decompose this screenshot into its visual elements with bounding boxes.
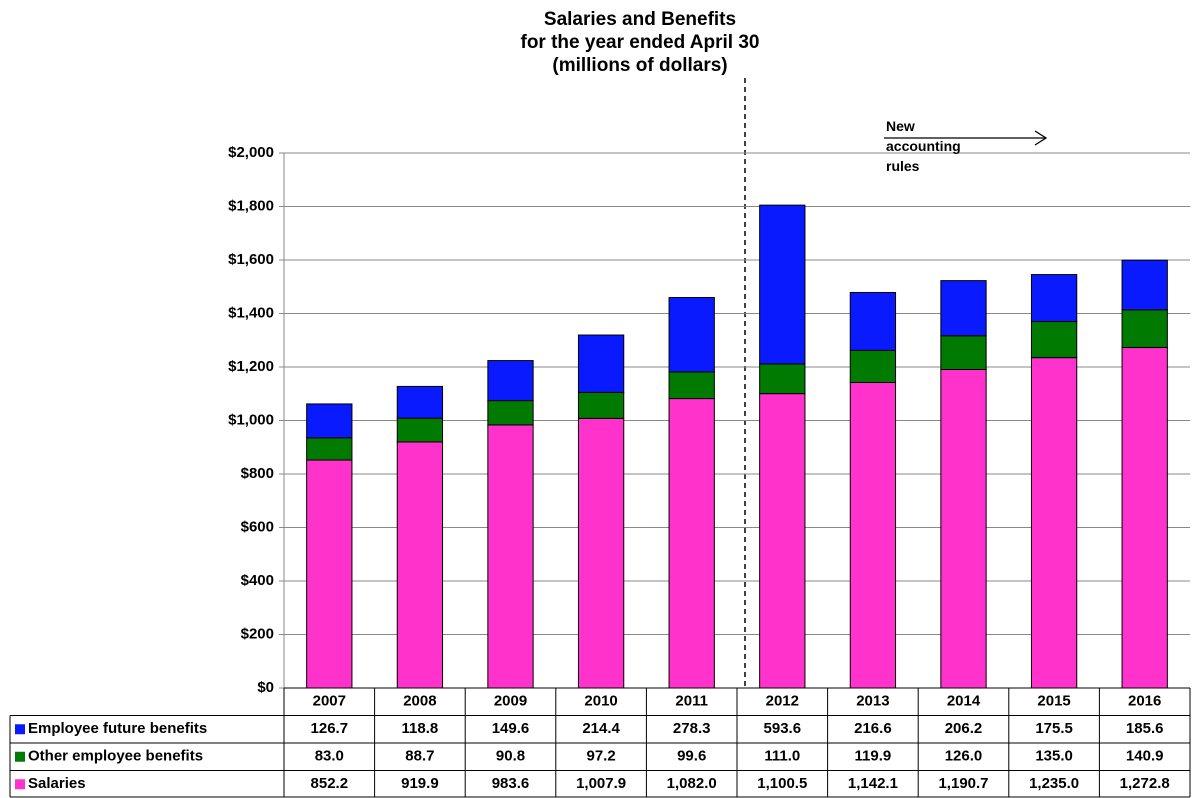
y-tick-label: $200 <box>241 625 274 642</box>
y-tick-label: $800 <box>241 465 274 482</box>
table-value: 90.8 <box>496 748 525 765</box>
chart-title: (millions of dollars) <box>552 55 727 76</box>
bar-segment <box>1030 321 1078 359</box>
bar-segment <box>759 363 806 395</box>
chart-title: Salaries and Benefits <box>544 9 736 30</box>
x-tick-label: 2013 <box>856 693 889 710</box>
legend-swatch <box>15 779 25 790</box>
bar-segment <box>487 424 534 689</box>
bar-segment <box>306 459 353 689</box>
legend-label: Salaries <box>28 775 86 792</box>
table-value: 1,190.7 <box>938 775 988 792</box>
chart-title: for the year ended April 30 <box>521 32 760 53</box>
y-tick-label: $2,000 <box>228 144 274 161</box>
bar-segment <box>940 335 987 370</box>
y-tick-label: $1,800 <box>228 197 274 214</box>
table-value: 119.9 <box>855 748 892 765</box>
table-value: 99.6 <box>677 748 706 765</box>
bar-segment <box>396 417 444 443</box>
bar-segment <box>577 417 625 689</box>
bar-segment <box>1121 259 1168 311</box>
annotation: New accounting rules <box>886 118 961 174</box>
table-value: 1,082.0 <box>667 775 717 792</box>
table-value: 214.4 <box>582 720 620 737</box>
y-tick-label: $600 <box>241 518 274 535</box>
x-tick-label: 2012 <box>766 693 799 710</box>
table-value: 111.0 <box>764 748 800 765</box>
table-value: 185.6 <box>1126 720 1164 737</box>
legend-label: Other employee benefits <box>28 748 203 765</box>
table-value: 83.0 <box>315 748 344 765</box>
bar-segment <box>849 291 897 351</box>
x-tick-label: 2016 <box>1128 693 1161 710</box>
table-value: 135.0 <box>1035 748 1073 765</box>
y-tick-label: $0 <box>257 679 274 696</box>
bar-segment <box>759 393 806 689</box>
bar-segment <box>1030 357 1078 689</box>
bar-segment <box>1121 347 1168 689</box>
y-tick-label: $1,400 <box>228 304 274 321</box>
table-value: 149.6 <box>492 720 530 737</box>
table-value: 175.5 <box>1035 720 1073 737</box>
table-value: 118.8 <box>402 720 439 737</box>
x-tick-label: 2009 <box>494 693 527 710</box>
table-value: 593.6 <box>764 720 802 737</box>
table-value: 97.2 <box>586 748 615 765</box>
y-tick-label: $1,600 <box>228 251 274 268</box>
arrow-head <box>1034 130 1048 146</box>
table-value: 1,235.0 <box>1029 775 1079 792</box>
y-tick-label: $400 <box>241 572 274 589</box>
x-tick-label: 2007 <box>313 693 346 710</box>
x-tick-label: 2008 <box>403 693 436 710</box>
x-tick-label: 2010 <box>584 693 617 710</box>
legend-swatch <box>15 751 25 762</box>
table-value: 1,100.5 <box>757 775 807 792</box>
table-value: 206.2 <box>945 720 983 737</box>
table-value: 852.2 <box>311 775 349 792</box>
table-value: 983.6 <box>492 775 530 792</box>
table-value: 1,142.1 <box>848 775 898 792</box>
bar-segment <box>849 349 897 383</box>
bar-segment <box>396 441 444 689</box>
bar-segment <box>849 381 897 689</box>
bar-segment <box>396 385 444 419</box>
bar-segment <box>668 371 715 400</box>
y-tick-label: $1,000 <box>228 411 274 428</box>
table-value: 1,007.9 <box>576 775 626 792</box>
table-value: 126.7 <box>311 720 349 737</box>
bar-segment <box>487 400 534 426</box>
bar-segment <box>759 204 806 365</box>
legend-swatch <box>15 724 25 735</box>
x-tick-label: 2014 <box>947 693 981 710</box>
bar-segment <box>577 391 625 419</box>
table-value: 140.9 <box>1126 748 1164 765</box>
table-value: 88.7 <box>405 748 434 765</box>
bar-segment <box>940 280 987 337</box>
bar-segment <box>577 334 625 393</box>
bar-segment <box>306 437 353 461</box>
legend-label: Employee future benefits <box>28 720 207 737</box>
y-tick-label: $1,200 <box>228 358 274 375</box>
table-value: 126.0 <box>945 748 983 765</box>
bar-segment <box>940 368 987 689</box>
table-value: 919.9 <box>401 775 439 792</box>
table-value: 1,272.8 <box>1120 775 1170 792</box>
table-value: 278.3 <box>673 720 711 737</box>
x-tick-label: 2015 <box>1037 693 1070 710</box>
bar-segment <box>1121 309 1168 349</box>
bar-segment <box>487 360 534 402</box>
x-tick-label: 2011 <box>675 693 708 710</box>
bar-segment <box>1030 274 1078 323</box>
table-value: 216.6 <box>854 720 892 737</box>
bar-segment <box>668 398 715 689</box>
bar-segment <box>306 403 353 439</box>
bar-segment <box>668 296 715 373</box>
